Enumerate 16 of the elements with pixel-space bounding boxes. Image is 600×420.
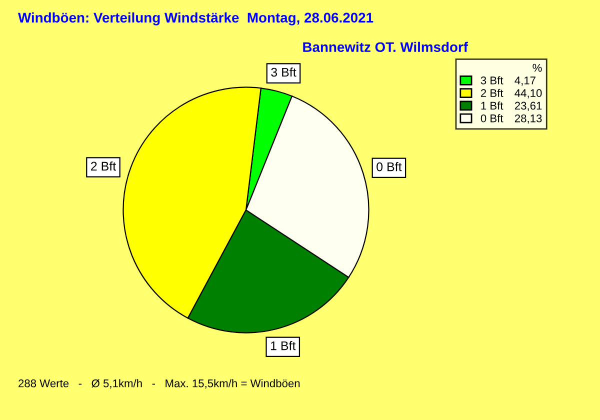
- legend-label: 3 Bft: [480, 76, 504, 84]
- legend-label: 2 Bft: [480, 88, 504, 98]
- slice-label: 1 Bft: [270, 341, 296, 350]
- data-label: 44,10: [514, 89, 542, 98]
- slice-label: 0 Bft: [376, 162, 402, 172]
- data-label: 28,13: [514, 114, 542, 124]
- text: 288 Werte - Ø 5,1km/h - Max. 15,5km/h = Windböen: [18, 379, 300, 389]
- chart-subtitle: Bannewitz OT. Wilmsdorf: [303, 42, 468, 52]
- legend-title: %: [532, 64, 542, 72]
- legend-label: 1 Bft: [481, 102, 504, 110]
- legend-label: 0 Bft: [480, 114, 504, 122]
- chart-title: Windböen: Verteilung Windstärke Montag, 28.06.2021: [18, 12, 374, 26]
- data-label: 23,61: [514, 102, 542, 111]
- data-label: 4,17: [514, 76, 536, 86]
- slice-label: 3 Bft: [271, 67, 296, 77]
- slice-label: 2 Bft: [91, 161, 116, 171]
